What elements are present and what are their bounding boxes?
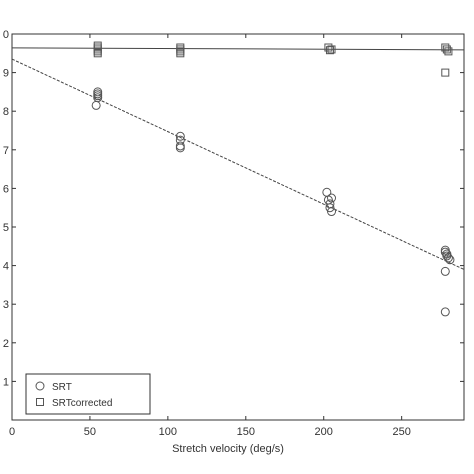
ticks: 0 50 100 150 200 250 1 2 3 4 5 6 7 8 9 0: [3, 29, 464, 438]
x-tick-label: 200: [315, 426, 333, 438]
y-tick-label: 4: [3, 261, 9, 273]
srt-point: [440, 307, 450, 317]
fit-line-srtcorrected: [11, 47, 465, 51]
y-tick-label: 6: [3, 183, 9, 195]
legend-label: SRT: [52, 382, 72, 393]
srt-corrected-point: [441, 68, 450, 77]
legend: SRT SRTcorrected: [25, 373, 151, 415]
axes-box: [11, 33, 465, 421]
legend-marker-srt: [35, 381, 45, 391]
srt-point: [91, 100, 101, 110]
srt-corrected-point: [327, 45, 336, 54]
srt-corrected-point: [176, 49, 185, 58]
srt-point: [175, 141, 185, 151]
srt-point: [175, 143, 185, 153]
y-tick-label: 1: [3, 376, 9, 388]
x-tick-label: 0: [9, 426, 15, 438]
plot-frame: [11, 33, 465, 421]
markers: [91, 41, 455, 317]
y-tick-label-top: 0: [3, 29, 9, 41]
srt-point: [445, 255, 455, 265]
srt-point: [327, 207, 337, 217]
y-tick-label: 5: [3, 222, 9, 234]
x-axis-label: Stretch velocity (deg/s): [172, 443, 284, 455]
y-tick-label: 7: [3, 145, 9, 157]
srt-point: [440, 247, 450, 257]
srt-corrected-point: [325, 46, 334, 55]
srt-point: [443, 253, 453, 263]
y-tick-label: 8: [3, 106, 9, 118]
x-tick-label: 100: [159, 426, 177, 438]
x-tick-label: 50: [84, 426, 96, 438]
srt-point: [175, 131, 185, 141]
legend-marker-srt-corrected: [36, 398, 44, 406]
y-tick-label: 2: [3, 338, 9, 350]
srt-point: [325, 203, 335, 213]
srt-point: [440, 266, 450, 276]
legend-label: SRTcorrected: [52, 398, 112, 409]
x-tick-label: 150: [237, 426, 255, 438]
x-tick-label: 250: [392, 426, 410, 438]
srt-corrected-point: [93, 49, 102, 58]
srt-corrected-point: [444, 47, 453, 56]
fit-lines: [11, 47, 465, 270]
srt-corrected-point: [442, 45, 451, 54]
y-tick-label: 3: [3, 299, 9, 311]
y-tick-label: 9: [3, 68, 9, 80]
legend-box: [25, 373, 151, 415]
fit-line-srt: [11, 58, 465, 270]
